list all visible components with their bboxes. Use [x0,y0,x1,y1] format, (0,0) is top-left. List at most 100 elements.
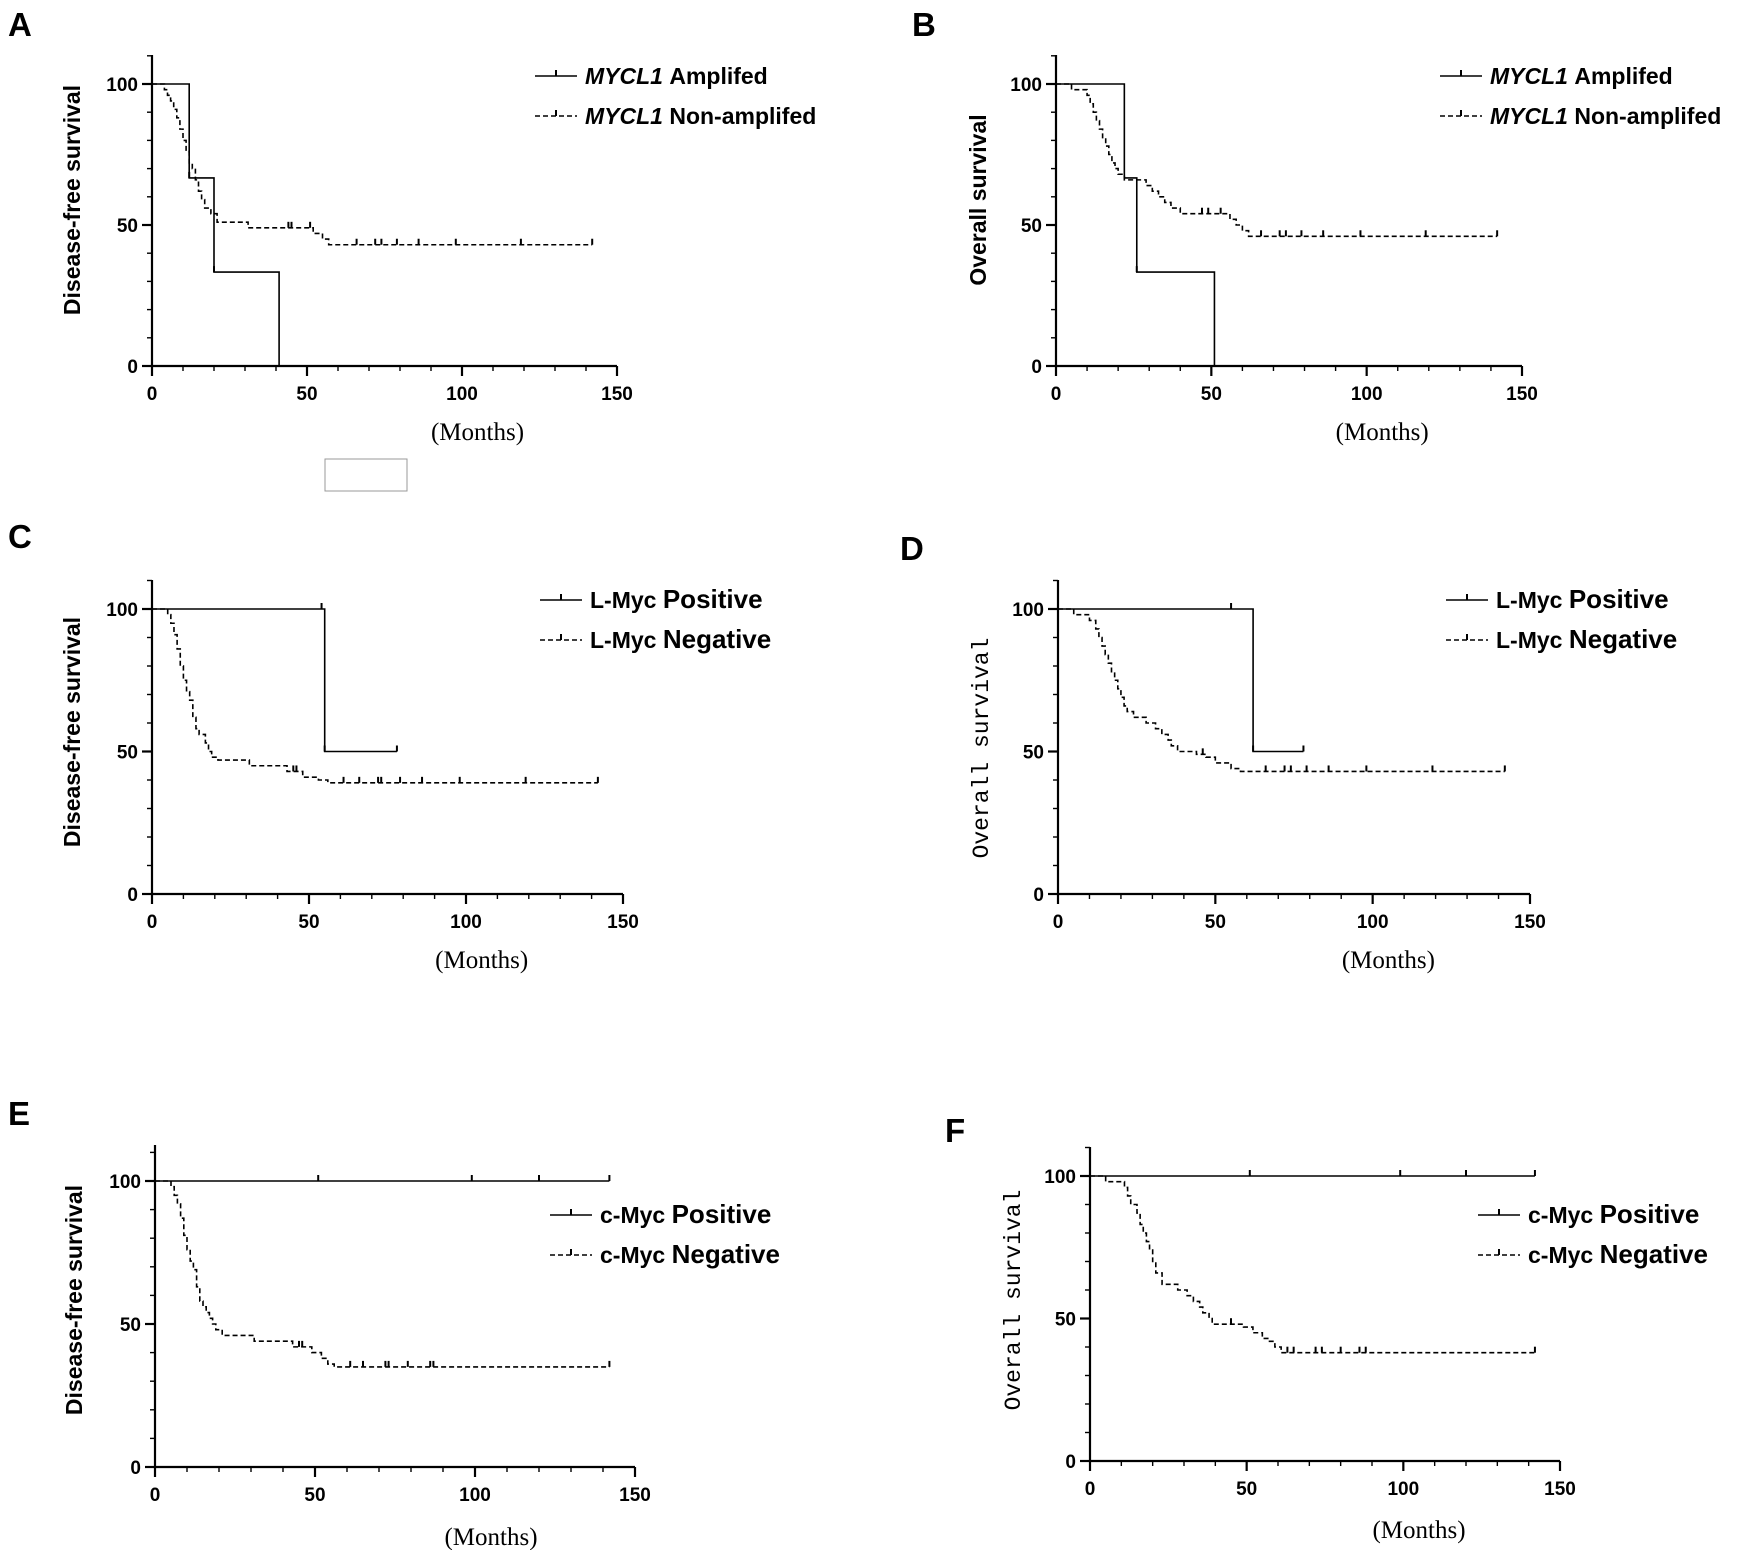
legend-label: c-Myc Positive [600,1199,771,1229]
legend-status: Positive [672,1199,772,1229]
panel-letter: A [8,6,32,43]
x-tick-label: 0 [147,912,158,933]
y-tick-label: 100 [1012,600,1044,621]
legend-gene: c-Myc [1528,1202,1600,1228]
x-tick-label: 150 [1544,1479,1576,1500]
legend-status: Negative [672,1239,780,1269]
legend-label: MYCL1 Non-amplifed [585,103,816,129]
survival-curve-solid [1058,608,1304,753]
x-tick-label: 0 [1085,1479,1096,1500]
legend-status: Amplifed [669,63,767,89]
x-tick-label: 0 [1051,384,1062,405]
panel-letter: B [912,6,936,43]
x-tick-label: 50 [1236,1479,1257,1500]
legend-label: c-Myc Negative [600,1239,780,1269]
legend-status: Positive [663,584,763,614]
y-tick-label: 100 [109,1172,141,1193]
legend-gene: L-Myc [590,587,663,613]
survival-curve-dashed [1056,83,1498,238]
y-tick-label: 100 [1044,1167,1076,1188]
legend-status: Negative [1600,1239,1708,1269]
y-tick-label: 50 [1055,1310,1076,1331]
panel-letter: E [8,1095,30,1132]
x-tick-label: 150 [1514,912,1546,933]
survival-curve-dashed [1058,608,1505,773]
legend-gene: c-Myc [600,1242,672,1268]
legend-status: Non-amplifed [1574,103,1721,129]
y-tick-label: 0 [130,1458,141,1479]
legend-status: Positive [1600,1199,1700,1229]
x-axis-title: (Months) [444,1524,537,1550]
survival-curve-dashed [152,83,593,246]
panel-c: C 0 50 100 0 50 100 150 Disease-free survival (Mo… [8,518,771,974]
x-tick-label: 50 [298,912,319,933]
y-tick-label: 100 [106,600,138,621]
survival-curve-dashed [155,1180,610,1368]
y-axis-title: Disease-free survival [61,1185,87,1415]
x-axis-title: (Months) [1342,947,1435,974]
survival-curve-dashed [1090,1175,1535,1354]
survival-curve-dashed [152,608,598,784]
x-axis-title: (Months) [431,419,524,446]
panel-letter: F [945,1112,965,1149]
x-tick-label: 150 [601,384,633,405]
panel-letter: D [900,530,924,567]
legend-label: MYCL1 Non-amplifed [1490,103,1721,129]
y-tick-label: 50 [117,216,138,237]
legend-status: Negative [663,624,771,654]
x-tick-label: 100 [1387,1479,1419,1500]
legend-label: L-Myc Negative [1496,624,1677,654]
legend-label: MYCL1 Amplifed [1490,63,1673,89]
legend-gene: L-Myc [590,627,663,653]
legend-status: Amplifed [1574,63,1672,89]
legend-label: L-Myc Positive [1496,584,1669,614]
panel-e: E 0 50 100 0 50 100 150 Disease-free survival (Mo… [8,1095,780,1550]
x-tick-label: 150 [607,912,639,933]
survival-curve-solid [1056,83,1216,366]
legend-label: c-Myc Positive [1528,1199,1699,1229]
y-tick-label: 0 [127,885,138,906]
x-tick-label: 150 [1506,384,1538,405]
legend-gene: MYCL1 [1490,63,1574,89]
y-tick-label: 0 [1065,1452,1076,1473]
x-tick-label: 50 [296,384,317,405]
x-tick-label: 100 [446,384,478,405]
survival-curve-solid [152,608,397,753]
y-axis-title: Overall survival [965,114,991,285]
y-axis-title: Overall survival [969,638,995,859]
legend-gene: L-Myc [1496,587,1569,613]
legend-gene: MYCL1 [585,63,669,89]
y-tick-label: 100 [1010,75,1042,96]
blank-box [324,458,408,492]
legend-status: Non-amplifed [669,103,816,129]
x-tick-label: 150 [619,1485,651,1506]
y-axis-title: Overall survival [1001,1190,1027,1411]
panel-b: B 0 50 100 0 50 100 150 Overall survival (Months)… [912,6,1721,446]
y-tick-label: 0 [127,357,138,378]
x-axis-title: (Months) [1372,1517,1465,1544]
legend-label: c-Myc Negative [1528,1239,1708,1269]
panel-letter: C [8,518,32,555]
legend-label: L-Myc Negative [590,624,771,654]
panel-f: F 0 50 100 0 50 100 150 Overall survival (Months)… [945,1112,1708,1544]
y-axis-title: Disease-free survival [59,617,85,847]
x-axis-title: (Months) [435,947,528,974]
y-tick-label: 50 [1021,216,1042,237]
y-tick-label: 50 [1023,743,1044,764]
legend-gene: MYCL1 [1490,103,1574,129]
x-tick-label: 50 [1205,912,1226,933]
x-tick-label: 0 [1053,912,1064,933]
y-tick-label: 0 [1031,357,1042,378]
x-tick-label: 50 [1201,384,1222,405]
x-tick-label: 100 [1357,912,1389,933]
x-tick-label: 100 [459,1485,491,1506]
y-tick-label: 100 [106,75,138,96]
x-tick-label: 100 [1351,384,1383,405]
panel-a: A 0 50 100 0 50 100 150 Disease-free survival (Mo… [8,6,816,446]
x-tick-label: 0 [147,384,158,405]
legend-gene: c-Myc [1528,1242,1600,1268]
x-tick-label: 0 [150,1485,161,1506]
legend-status: Negative [1569,624,1677,654]
y-tick-label: 50 [120,1315,141,1336]
